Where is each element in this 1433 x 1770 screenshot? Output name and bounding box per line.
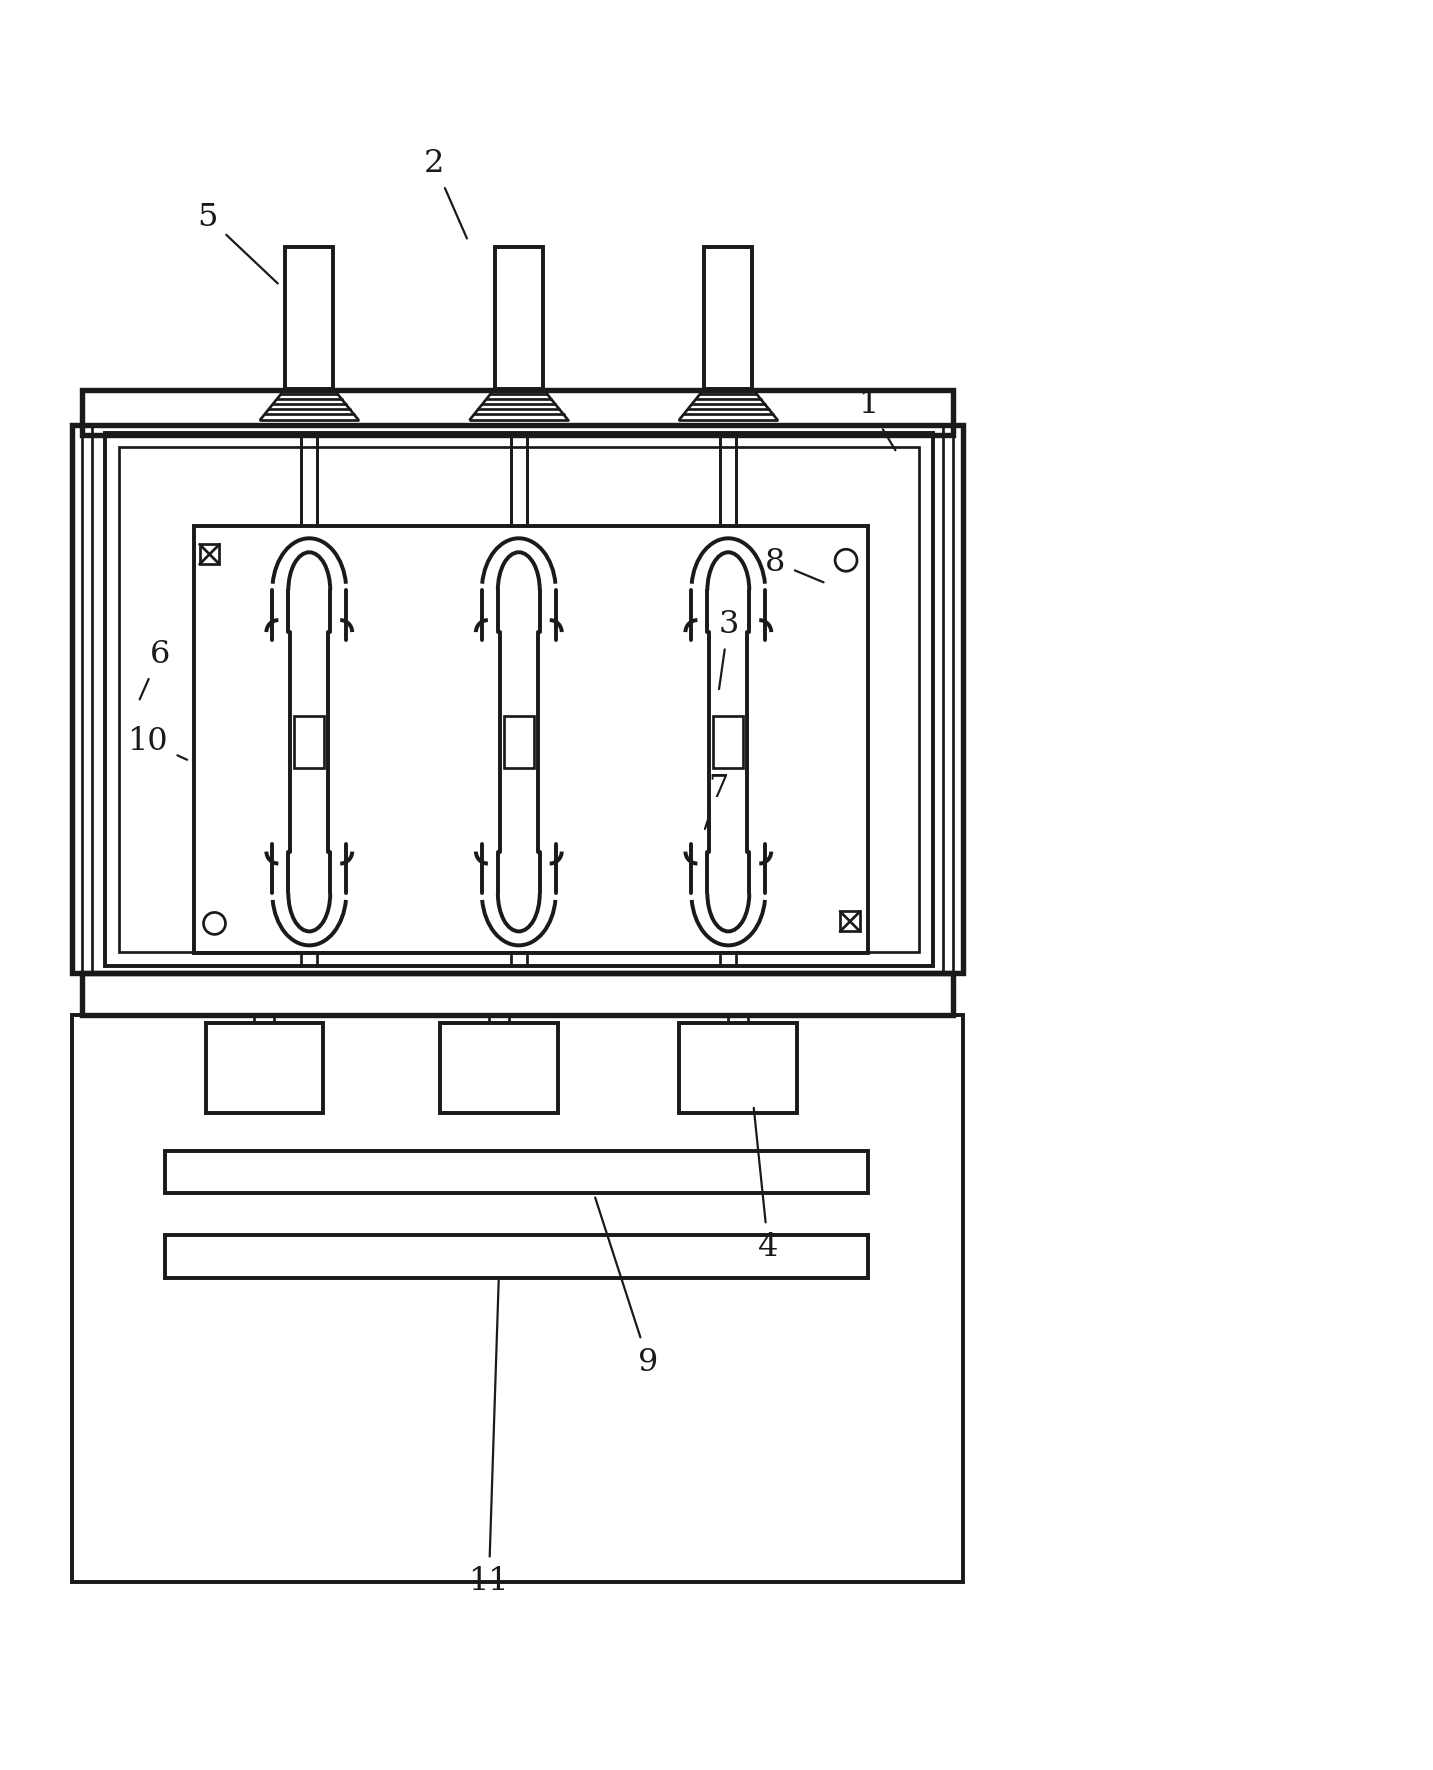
Bar	[503, 715, 533, 768]
Bar	[82, 389, 953, 435]
Bar	[199, 545, 219, 565]
Text: 2: 2	[424, 147, 467, 239]
Bar	[82, 425, 953, 974]
Bar	[294, 715, 324, 768]
Bar	[285, 248, 332, 389]
Bar	[72, 425, 963, 974]
Text: 9: 9	[595, 1198, 658, 1377]
Text: 4: 4	[754, 1108, 778, 1264]
Text: 5: 5	[198, 202, 278, 283]
Bar	[165, 1150, 867, 1193]
Bar	[704, 248, 752, 389]
Bar	[193, 526, 867, 954]
Bar	[679, 1023, 797, 1113]
Bar	[92, 425, 943, 974]
Bar	[840, 912, 860, 931]
Bar	[105, 432, 933, 966]
Text: 3: 3	[718, 609, 738, 689]
Bar	[494, 248, 543, 389]
Text: 11: 11	[469, 1280, 509, 1597]
Bar	[72, 1016, 963, 1582]
Text: 10: 10	[128, 726, 186, 759]
Text: 8: 8	[765, 547, 823, 582]
Bar	[440, 1023, 557, 1113]
Text: 7: 7	[705, 773, 728, 828]
Bar	[714, 715, 742, 768]
Text: 6: 6	[139, 639, 169, 699]
Bar	[119, 446, 919, 952]
Text: 1: 1	[857, 389, 896, 450]
Bar	[82, 974, 953, 1016]
Bar	[205, 1023, 322, 1113]
Bar	[165, 1235, 867, 1278]
